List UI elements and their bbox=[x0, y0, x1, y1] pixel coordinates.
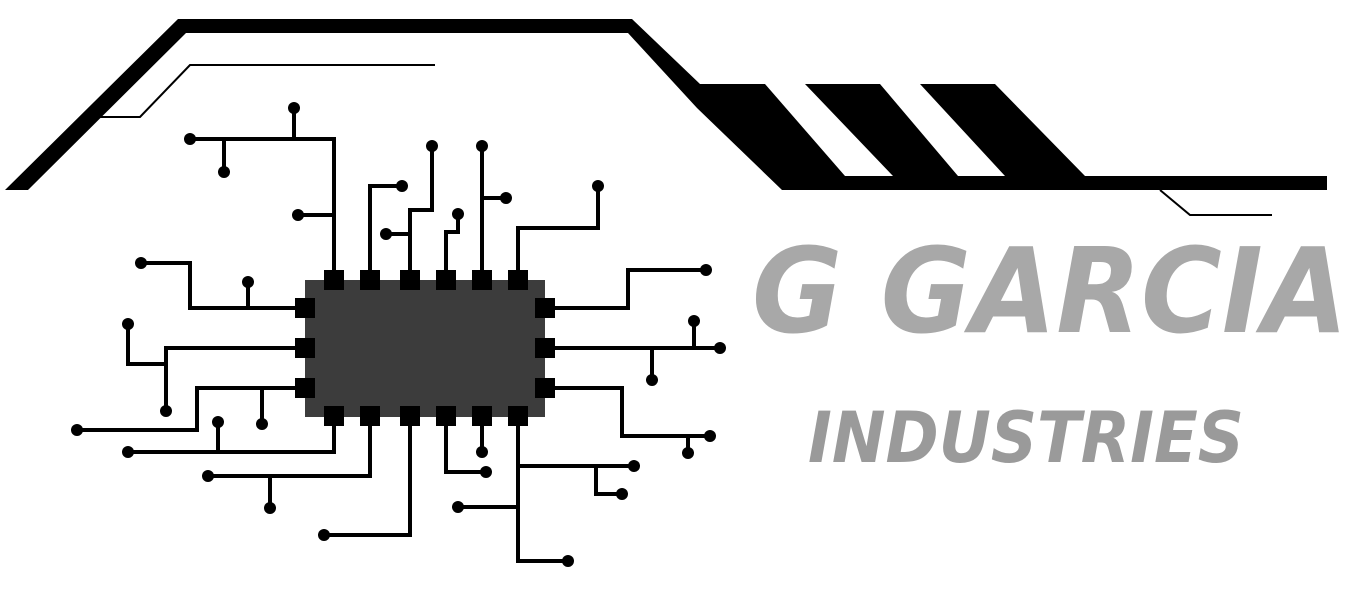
brand-subtitle: INDUSTRIES bbox=[808, 397, 1244, 479]
frame-main-band bbox=[5, 19, 1327, 190]
chip-body bbox=[305, 280, 545, 417]
chip-pins bbox=[295, 270, 555, 426]
circuit-traces bbox=[77, 108, 720, 563]
top-frame-decoration bbox=[5, 19, 1327, 216]
circuit-nodes bbox=[71, 102, 726, 567]
frame-inner-line-left bbox=[100, 64, 435, 118]
frame-inner-line-right bbox=[1159, 189, 1272, 216]
brand-title: G GARCIA bbox=[752, 222, 1348, 360]
